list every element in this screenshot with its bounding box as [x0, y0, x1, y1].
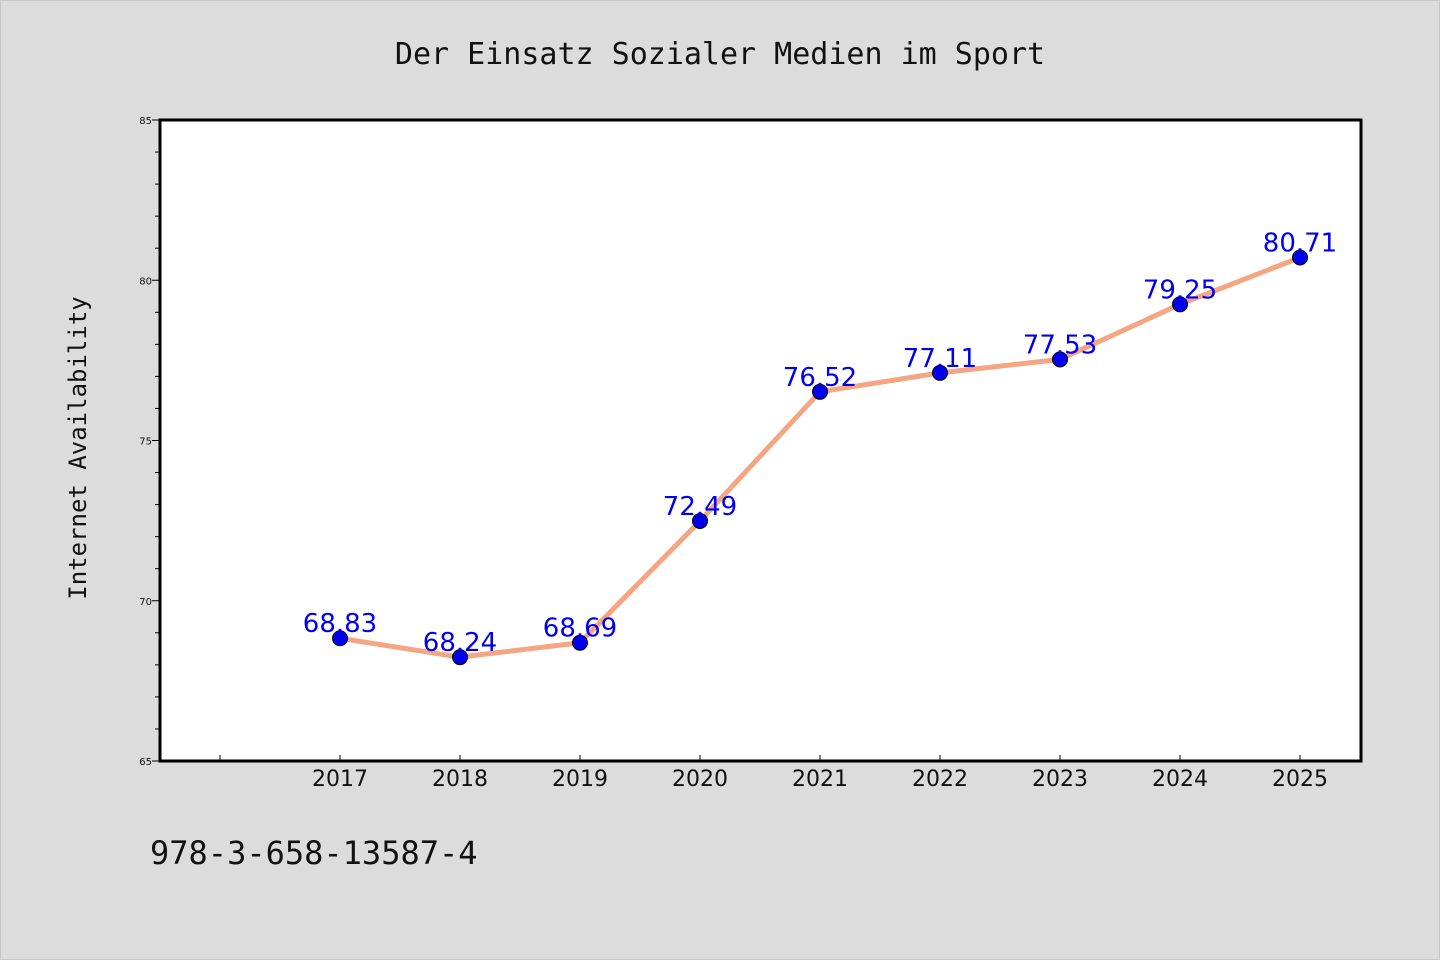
x-tick-label: 2019: [552, 767, 608, 792]
data-point: [1052, 351, 1068, 368]
y-tick-label: 70: [139, 597, 152, 608]
x-tick-label: 2025: [1272, 767, 1328, 792]
data-point: [572, 634, 588, 651]
x-tick-label: 2022: [912, 767, 968, 792]
data-point: [932, 364, 948, 381]
isbn-text: 978-3-658-13587-4: [150, 834, 478, 872]
x-axis: 2017 2018 2019 2020 2021 2022 2023 2024 2025: [219, 755, 1328, 792]
data-label: 77.11: [903, 344, 977, 374]
y-tick-label: 65: [139, 757, 152, 768]
data-label: 72.49: [663, 492, 737, 522]
x-tick-label: 2024: [1152, 767, 1208, 792]
data-label: 77.53: [1023, 330, 1097, 360]
series-group: 68.83 68.24 68.69 72.49 76.52 77.11 77.53 79.25…: [303, 228, 1337, 666]
data-point: [332, 630, 348, 647]
y-tick-label: 80: [139, 276, 152, 287]
y-axis-label: Internet Availability: [64, 296, 92, 599]
x-tick-label: 2023: [1032, 767, 1088, 792]
data-label: 79.25: [1143, 275, 1217, 305]
y-tick-label: 85: [139, 116, 152, 127]
data-point: [812, 383, 828, 400]
data-label: 68.24: [423, 628, 497, 658]
data-point: [692, 512, 708, 529]
data-label: 68.69: [543, 614, 617, 644]
y-tick-label: 75: [139, 437, 152, 448]
data-point: [1172, 296, 1188, 313]
plot-area: [158, 118, 1363, 763]
data-label: 80.71: [1263, 228, 1337, 258]
y-axis: 65 70 75 80 85: [139, 116, 160, 768]
x-tick-label: 2017: [312, 767, 368, 792]
x-tick-label: 2021: [792, 767, 848, 792]
data-point: [1292, 249, 1308, 266]
data-label: 68.83: [303, 609, 377, 639]
chart-title: Der Einsatz Sozialer Medien im Sport: [395, 37, 1045, 72]
data-point: [452, 649, 468, 666]
x-tick-label: 2018: [432, 767, 488, 792]
data-label: 76.52: [783, 363, 857, 393]
x-tick-label: 2020: [672, 767, 728, 792]
